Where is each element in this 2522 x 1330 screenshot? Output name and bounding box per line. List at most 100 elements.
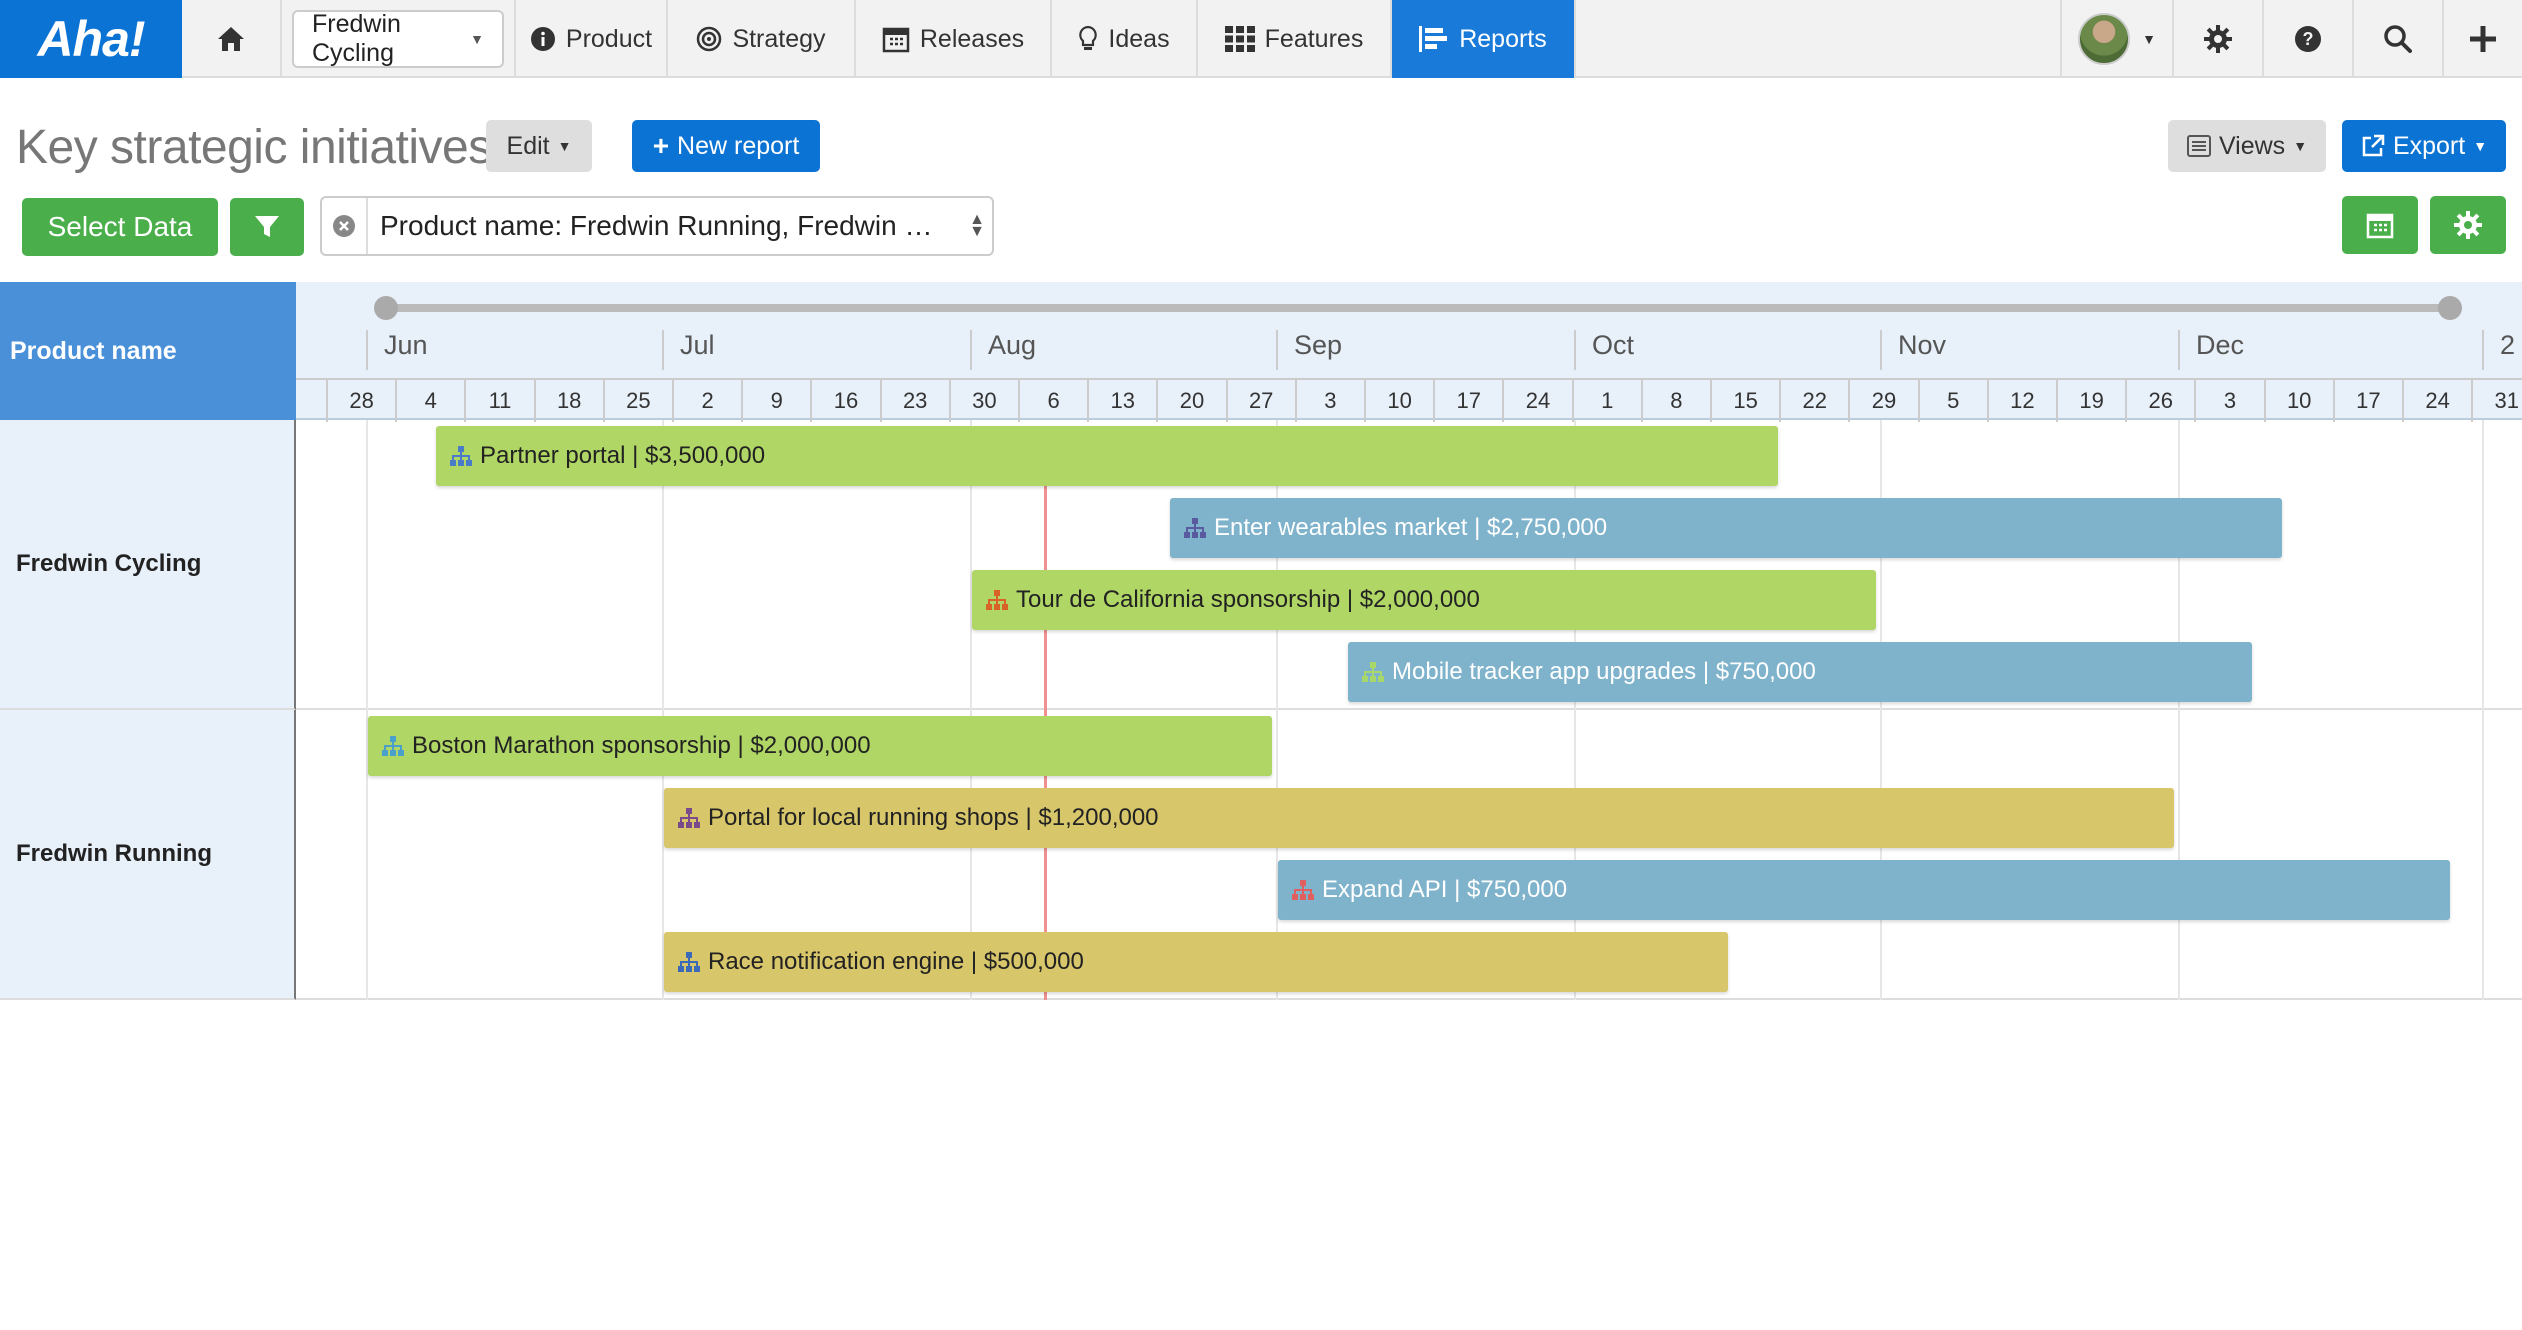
week-label: 3 — [1294, 380, 1364, 422]
month-label: Nov — [1898, 330, 1947, 360]
nav-item-label: Releases — [919, 24, 1025, 53]
report-icon — [1419, 26, 1448, 52]
nav-item-label: Reports — [1459, 24, 1547, 53]
home-button[interactable] — [182, 0, 282, 78]
nav-item-features[interactable]: Features — [1198, 0, 1392, 78]
settings-button[interactable] — [2172, 0, 2262, 78]
week-label: 26 — [2125, 380, 2194, 422]
initiative-bar[interactable]: Enter wearables market | $2,750,000 — [1170, 498, 2282, 558]
nav-item-releases[interactable]: Releases — [856, 0, 1052, 78]
user-menu[interactable]: ▼ — [2060, 0, 2172, 78]
nav-item-label: Product — [565, 24, 653, 53]
nav-item-strategy[interactable]: Strategy — [668, 0, 856, 78]
filter-value: Product name: Fredwin Running, Fredwin … — [380, 210, 933, 241]
week-row: 28 4 11 18 25 2 9 16 23 30 6 13 20 27 3 10 17 24 1 8 15 22 29 5… — [296, 378, 2522, 422]
grid-line — [662, 420, 664, 1000]
initiative-label: Tour de California sponsorship | $2,000,… — [1016, 586, 1480, 613]
initiative-label: Portal for local running shops | $1,200,… — [708, 804, 1159, 831]
week-label: 18 — [533, 380, 603, 422]
filter-button[interactable] — [230, 198, 304, 256]
select-data-button[interactable]: Select Data — [22, 198, 218, 256]
chevron-down-icon: ▼ — [2293, 138, 2308, 154]
week-label: 27 — [1225, 380, 1295, 422]
views-button[interactable]: Views ▼ — [2168, 120, 2326, 172]
week-label: 8 — [1640, 380, 1710, 422]
hierarchy-icon — [1292, 880, 1314, 900]
hierarchy-icon — [382, 736, 404, 756]
initiative-bar[interactable]: Race notification engine | $500,000 — [664, 932, 1728, 992]
month-divider — [662, 330, 664, 370]
initiative-label: Mobile tracker app upgrades | $750,000 — [1392, 658, 1816, 685]
week-label: 25 — [602, 380, 672, 422]
week-label: 2 — [672, 380, 741, 422]
initiative-bar[interactable]: Expand API | $750,000 — [1278, 860, 2450, 920]
filter-icon — [255, 216, 279, 237]
week-label: 1 — [1571, 380, 1641, 422]
week-label: 17 — [1433, 380, 1502, 422]
edit-button-label: Edit — [506, 131, 550, 160]
page-title: Key strategic initiatives — [16, 121, 492, 174]
grid-icon — [1224, 26, 1255, 52]
month-label: Oct — [1592, 330, 1635, 360]
grid-line — [1276, 420, 1278, 1000]
month-label: 2 — [2500, 330, 2516, 360]
initiative-bar[interactable]: Tour de California sponsorship | $2,000,… — [972, 570, 1876, 630]
month-divider — [1880, 330, 1882, 370]
timeline-slider[interactable] — [384, 304, 2450, 312]
month-label: Dec — [2196, 330, 2245, 360]
week-label: 4 — [395, 380, 464, 422]
aha-logo[interactable]: Aha! — [0, 0, 182, 78]
week-label: 30 — [948, 380, 1018, 422]
close-circle-icon — [333, 215, 355, 237]
timeline-header: Jun Jul Aug Sep Oct Nov Dec 2 28 4 11 18 25 2… — [296, 282, 2522, 422]
group-label-fredwin-running: Fredwin Running — [0, 710, 296, 1000]
initiative-bar[interactable]: Partner portal | $3,500,000 — [436, 426, 1778, 486]
initiative-bar[interactable]: Portal for local running shops | $1,200,… — [664, 788, 2174, 848]
filter-clear-button[interactable] — [322, 198, 368, 254]
month-label: Jul — [680, 330, 715, 360]
edit-button[interactable]: Edit ▼ — [486, 120, 592, 172]
grid-line — [1880, 420, 1882, 1000]
week-label: 28 — [326, 380, 395, 422]
week-label: 17 — [2332, 380, 2402, 422]
new-report-button[interactable]: + New report — [632, 120, 820, 172]
nav-item-ideas[interactable]: Ideas — [1052, 0, 1198, 78]
month-label: Sep — [1294, 330, 1343, 360]
filter-select[interactable]: Product name: Fredwin Running, Fredwin …… — [320, 196, 994, 256]
report-settings-button[interactable] — [2430, 196, 2506, 254]
calendar-icon — [2366, 213, 2394, 239]
grid-line — [366, 420, 368, 1000]
column-header-product-name: Product name — [0, 282, 296, 420]
nav-item-product[interactable]: Product — [516, 0, 668, 78]
home-icon — [218, 27, 244, 51]
initiative-bar[interactable]: Boston Marathon sponsorship | $2,000,000 — [368, 716, 1272, 776]
search-button[interactable] — [2352, 0, 2442, 78]
help-button[interactable]: ? — [2262, 0, 2352, 78]
add-button[interactable] — [2442, 0, 2522, 78]
product-selector-cell: Fredwin Cycling ▼ — [282, 0, 516, 78]
nav-item-label: Strategy — [732, 24, 826, 53]
week-label: 6 — [1018, 380, 1087, 422]
hierarchy-icon — [450, 446, 472, 466]
week-label: 15 — [1710, 380, 1779, 422]
week-label: 20 — [1156, 380, 1225, 422]
initiative-bar[interactable]: Mobile tracker app upgrades | $750,000 — [1348, 642, 2252, 702]
nav-right: ▼ ? — [2060, 0, 2522, 78]
hierarchy-icon — [986, 590, 1008, 610]
views-label: Views — [2218, 131, 2286, 160]
roadmap-chart: Product name Jun Jul Aug Sep Oct Nov Dec… — [0, 282, 2522, 1000]
svg-text:?: ? — [2303, 29, 2314, 49]
month-divider — [970, 330, 972, 370]
nav-item-reports[interactable]: Reports — [1392, 0, 1576, 78]
calendar-button[interactable] — [2342, 196, 2418, 254]
export-button[interactable]: Export ▼ — [2342, 120, 2506, 172]
grid-line — [2178, 420, 2180, 1000]
slider-handle-start[interactable] — [374, 296, 398, 320]
month-divider — [1574, 330, 1576, 370]
week-label: 29 — [1848, 380, 1917, 422]
nav-item-label: Ideas — [1108, 24, 1170, 53]
plus-icon: + — [652, 130, 670, 161]
slider-handle-end[interactable] — [2438, 296, 2462, 320]
grid-line — [1574, 420, 1576, 1000]
product-selector[interactable]: Fredwin Cycling ▼ — [292, 10, 504, 68]
